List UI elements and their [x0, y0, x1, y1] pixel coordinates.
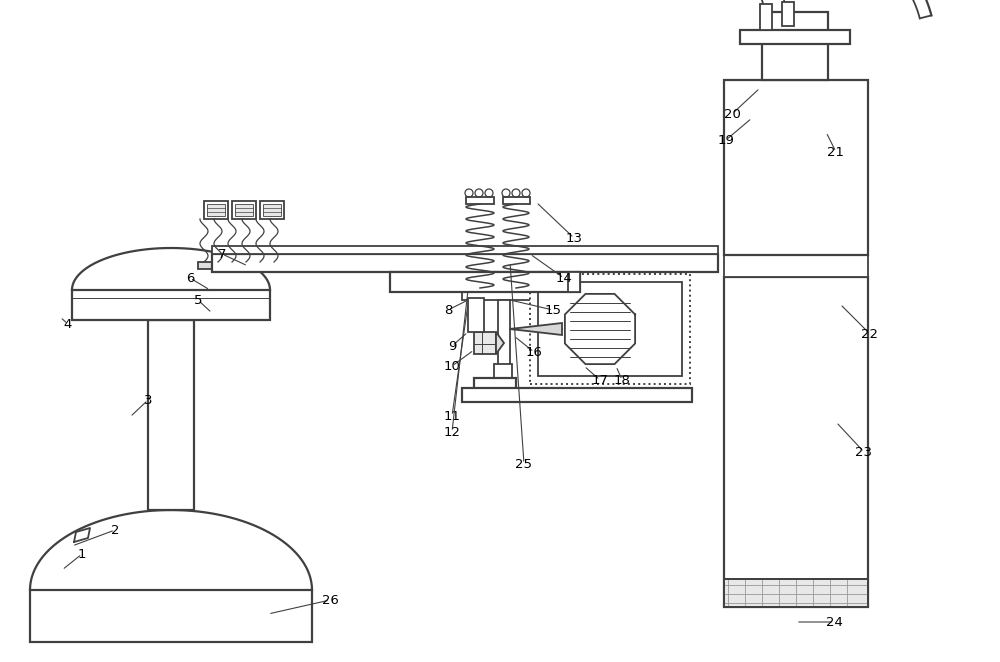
Text: 4: 4: [64, 318, 72, 330]
Text: 22: 22: [862, 328, 879, 340]
Text: 5: 5: [194, 293, 202, 307]
Bar: [724, 579, 868, 607]
Bar: [235, 204, 253, 216]
Bar: [148, 320, 194, 510]
Text: 14: 14: [556, 271, 572, 285]
Bar: [72, 290, 270, 320]
Text: 7: 7: [218, 248, 226, 261]
Polygon shape: [510, 323, 562, 335]
Bar: [263, 204, 281, 216]
Text: 8: 8: [444, 303, 452, 316]
Text: 6: 6: [186, 271, 194, 285]
Text: 24: 24: [826, 616, 842, 628]
Bar: [724, 255, 868, 277]
Bar: [474, 378, 516, 390]
Bar: [568, 272, 580, 292]
Bar: [204, 201, 228, 219]
Text: 19: 19: [718, 134, 734, 146]
Text: 13: 13: [566, 232, 582, 244]
Bar: [468, 298, 484, 332]
Text: 15: 15: [544, 303, 562, 316]
Bar: [462, 288, 552, 300]
Polygon shape: [496, 332, 504, 354]
Bar: [474, 332, 496, 354]
Text: 17: 17: [592, 373, 608, 387]
Polygon shape: [565, 294, 635, 364]
Bar: [724, 277, 868, 607]
Bar: [30, 590, 312, 642]
Bar: [724, 80, 868, 255]
Bar: [538, 282, 682, 376]
Bar: [232, 201, 256, 219]
Bar: [530, 274, 690, 384]
Text: 21: 21: [828, 146, 844, 158]
Text: 25: 25: [516, 457, 532, 471]
Text: 16: 16: [526, 346, 542, 359]
Text: 12: 12: [444, 426, 460, 438]
Text: 20: 20: [724, 107, 740, 120]
Bar: [198, 262, 280, 269]
Bar: [762, 12, 828, 80]
Text: 9: 9: [448, 340, 456, 352]
Text: 1: 1: [78, 547, 86, 561]
Text: 3: 3: [144, 393, 152, 406]
Bar: [724, 579, 868, 607]
Bar: [462, 388, 692, 402]
Text: 18: 18: [614, 373, 630, 387]
Bar: [390, 272, 580, 292]
Bar: [498, 300, 510, 366]
Bar: [207, 204, 225, 216]
Text: 23: 23: [856, 446, 872, 459]
Bar: [212, 254, 718, 272]
Text: 2: 2: [111, 524, 119, 536]
Text: 10: 10: [444, 359, 460, 373]
Bar: [260, 201, 284, 219]
Bar: [782, 2, 794, 26]
Bar: [212, 246, 718, 254]
Bar: [466, 197, 494, 204]
Bar: [503, 197, 530, 204]
Text: 26: 26: [322, 594, 338, 606]
Text: 11: 11: [444, 410, 460, 422]
Bar: [760, 4, 772, 30]
Bar: [494, 364, 512, 378]
Bar: [740, 30, 850, 44]
